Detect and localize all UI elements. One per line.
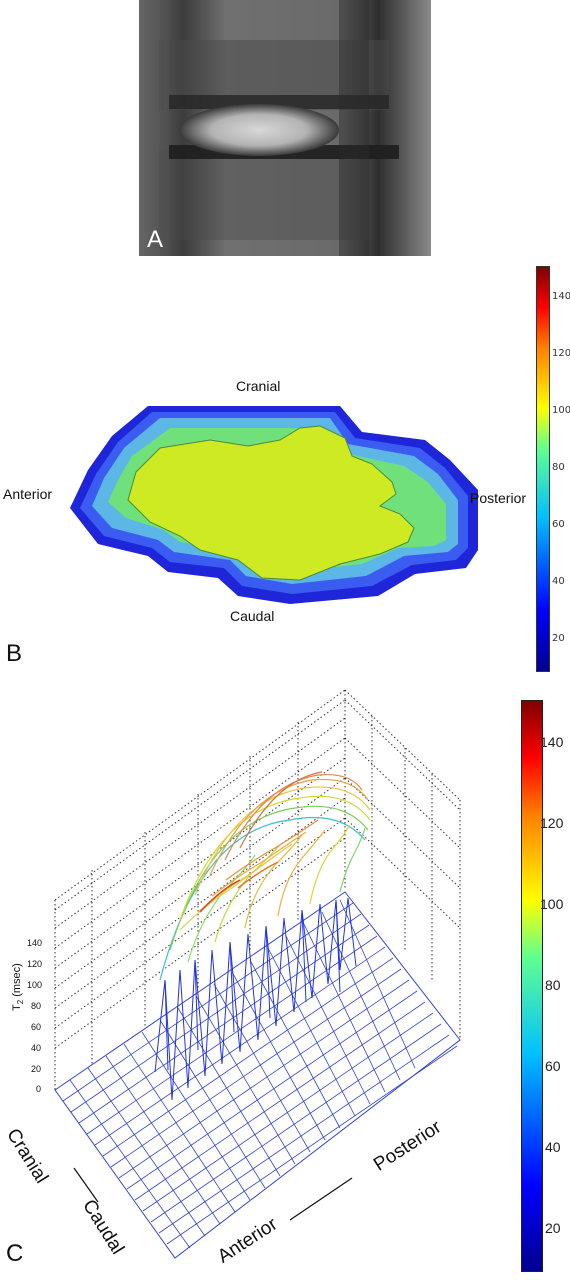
panel-b-letter: B bbox=[6, 640, 23, 667]
z-tick-label: 140 bbox=[27, 938, 43, 948]
z-tick-label: 20 bbox=[31, 1064, 42, 1074]
colorbar-c-tick: 80 bbox=[545, 977, 561, 993]
surface-plot bbox=[54, 689, 461, 1259]
colorbar-b-tick: 140 bbox=[552, 291, 570, 302]
colorbar-b-tick: 40 bbox=[552, 576, 565, 587]
base-mesh-lines bbox=[62, 899, 458, 1249]
colorbar-c bbox=[521, 700, 543, 1272]
z-tick-label: 40 bbox=[31, 1043, 42, 1053]
colorbar-c-tick: 100 bbox=[540, 896, 564, 912]
z-tick-label: 60 bbox=[31, 1022, 42, 1032]
panel-c: 0 20 40 60 80 100 120 140 T2 (msec) Cran… bbox=[0, 680, 570, 1280]
colorbar-c-tick: 40 bbox=[545, 1139, 561, 1155]
surface-peak bbox=[199, 879, 241, 913]
colorbar-c-tick: 140 bbox=[540, 734, 564, 750]
panel-a: A bbox=[139, 0, 431, 256]
colorbar-b bbox=[536, 266, 550, 672]
surface-walls bbox=[154, 897, 357, 1101]
label-caudal: Caudal bbox=[230, 608, 275, 624]
plot-box-grid bbox=[54, 689, 461, 1090]
contour-map bbox=[70, 406, 478, 604]
label-posterior: Posterior bbox=[470, 490, 527, 506]
colorbar-c-tick: 60 bbox=[545, 1058, 561, 1074]
z-tick-label: 120 bbox=[27, 959, 43, 969]
z-tick-label: 0 bbox=[36, 1084, 42, 1094]
colorbar-c-tick: 20 bbox=[545, 1220, 561, 1236]
label-anterior: Anterior bbox=[3, 486, 53, 502]
colorbar-b-tick: 120 bbox=[552, 348, 570, 359]
colorbar-b-tick: 60 bbox=[552, 519, 565, 530]
panel-b: Cranial Caudal Anterior Posterior B 20 4… bbox=[0, 260, 570, 675]
z-tick-label: 100 bbox=[27, 980, 43, 990]
panel-c-letter: C bbox=[6, 1240, 24, 1267]
label-cranial: Cranial bbox=[236, 378, 281, 394]
colorbar-b-tick: 100 bbox=[552, 405, 570, 416]
colorbar-c-tick: 120 bbox=[540, 815, 564, 831]
colorbar-b-tick: 20 bbox=[552, 633, 565, 644]
panel-a-letter: A bbox=[147, 226, 163, 253]
mri-image: A bbox=[139, 0, 431, 256]
colorbar-b-tick: 80 bbox=[552, 462, 565, 473]
z-tick-label: 80 bbox=[31, 1001, 42, 1011]
contour-level-90 bbox=[127, 425, 415, 581]
axis-label-connectors bbox=[73, 1167, 353, 1221]
